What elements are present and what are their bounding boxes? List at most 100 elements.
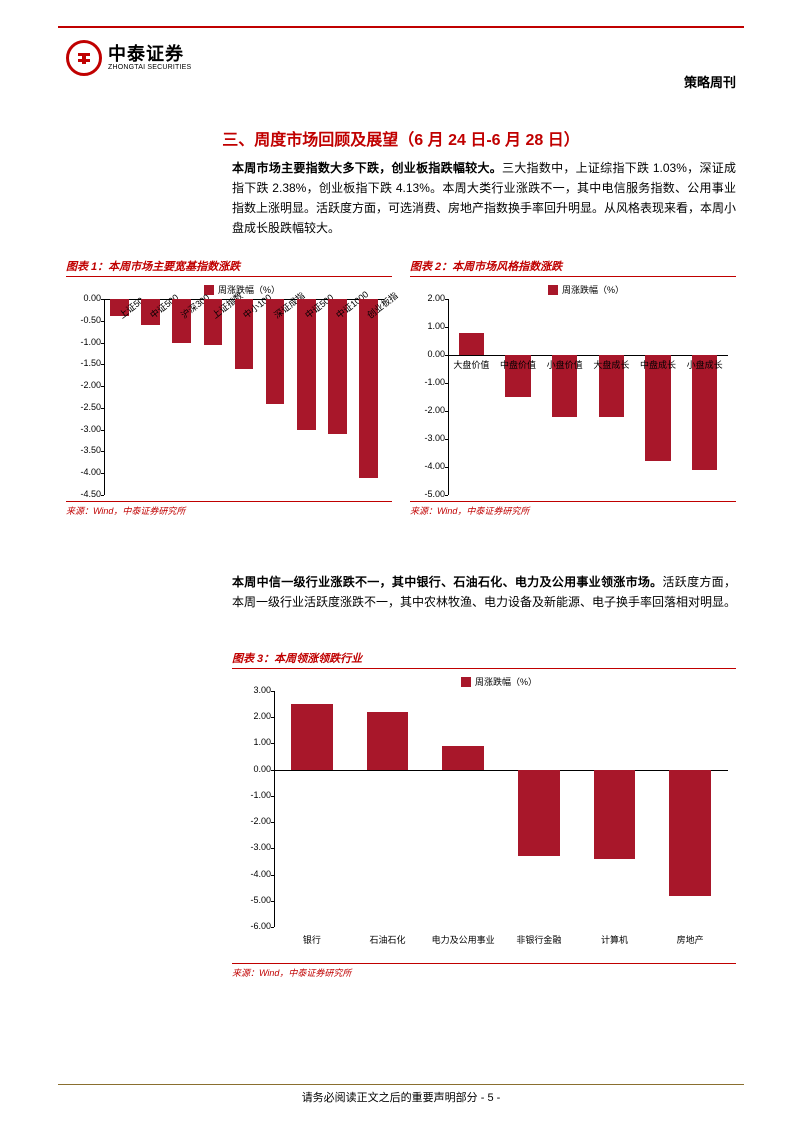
y-tick <box>445 383 448 384</box>
y-tick-label: -2.00 <box>424 405 445 415</box>
legend-label: 周涨跌幅（%） <box>218 283 280 296</box>
category-label: 房地产 <box>652 933 728 946</box>
y-tick-label: -2.50 <box>80 402 101 412</box>
top-border <box>58 26 744 28</box>
y-tick-label: -1.00 <box>424 377 445 387</box>
y-tick-label: 1.00 <box>253 737 271 747</box>
charts-row-1: 图表 1：本周市场主要宽基指数涨跌 周涨跌幅（%） -4.50 -4.00 -3.50… <box>66 258 736 517</box>
chart3-title: 图表 3：本周领涨领跌行业 <box>232 650 736 669</box>
bar <box>291 704 333 770</box>
category-label: 大盘成长 <box>588 358 635 371</box>
para1-bold: 本周市场主要指数大多下跌，创业板指跌幅较大。 <box>232 161 502 175</box>
legend: 周涨跌幅（%） <box>461 675 537 688</box>
category-label: 小盘成长 <box>681 358 728 371</box>
y-tick-label: -1.50 <box>80 358 101 368</box>
category-label: 计算机 <box>577 933 653 946</box>
y-tick-label: -3.00 <box>80 424 101 434</box>
bar <box>367 712 409 770</box>
y-tick-label: -6.00 <box>250 921 271 931</box>
y-tick-label: -2.00 <box>250 816 271 826</box>
legend: 周涨跌幅（%） <box>548 283 624 296</box>
y-tick <box>271 796 274 797</box>
y-tick <box>101 451 104 452</box>
x-axis <box>274 770 728 771</box>
y-tick-label: 3.00 <box>253 685 271 695</box>
y-tick-label: -3.50 <box>80 445 101 455</box>
y-tick-label: -4.50 <box>80 489 101 499</box>
bar <box>594 770 636 859</box>
y-axis <box>104 299 105 495</box>
section-title: 三、周度市场回顾及展望（6 月 24 日-6 月 28 日） <box>0 126 802 150</box>
footer: 请务必阅读正文之后的重要声明部分 - 5 - <box>0 1089 802 1105</box>
category-label: 电力及公用事业 <box>425 933 501 946</box>
page: 中泰证券 ZHONGTAI SECURITIES 策略周刊 三、周度市场回顾及展… <box>0 0 802 1133</box>
logo-icon <box>66 40 102 76</box>
bar <box>669 770 711 896</box>
legend-label: 周涨跌幅（%） <box>475 675 537 688</box>
y-tick <box>445 327 448 328</box>
y-tick <box>101 408 104 409</box>
chart3-source: 来源：Wind，中泰证券研究所 <box>232 963 736 979</box>
logo-text-cn: 中泰证券 <box>108 45 191 64</box>
y-tick <box>101 386 104 387</box>
y-tick-label: -4.00 <box>250 869 271 879</box>
category-label: 银行 <box>274 933 350 946</box>
y-tick-label: -3.00 <box>424 433 445 443</box>
category-label: 中盘价值 <box>495 358 542 371</box>
chart1-source: 来源：Wind，中泰证券研究所 <box>66 501 392 517</box>
y-tick-label: 1.00 <box>427 321 445 331</box>
x-axis <box>448 355 728 356</box>
y-tick <box>101 343 104 344</box>
footer-line <box>58 1084 744 1085</box>
y-tick <box>271 927 274 928</box>
y-tick-label: -0.50 <box>80 315 101 325</box>
y-tick-label: 0.00 <box>253 764 271 774</box>
category-label: 大盘价值 <box>448 358 495 371</box>
chart2-title: 图表 2：本周市场风格指数涨跌 <box>410 258 736 277</box>
bar <box>459 333 485 355</box>
y-tick <box>271 875 274 876</box>
chart1: 周涨跌幅（%） -4.50 -4.00 -3.50 -3.00 -2.50 -2.00 -1.… <box>66 281 392 501</box>
y-tick-label: -4.00 <box>80 467 101 477</box>
logo-block: 中泰证券 ZHONGTAI SECURITIES <box>66 40 191 76</box>
bar <box>518 770 560 857</box>
para2-bold: 本周中信一级行业涨跌不一，其中银行、石油石化、电力及公用事业领涨市场。 <box>232 575 662 589</box>
y-tick <box>271 848 274 849</box>
y-tick-label: 0.00 <box>83 293 101 303</box>
y-tick <box>271 691 274 692</box>
y-tick-label: -3.00 <box>250 842 271 852</box>
y-tick-label: 2.00 <box>253 711 271 721</box>
y-tick <box>101 495 104 496</box>
bar <box>442 746 484 770</box>
y-tick-label: -4.00 <box>424 461 445 471</box>
paragraph-1: 本周市场主要指数大多下跌，创业板指跌幅较大。三大指数中，上证综指下跌 1.03%… <box>232 158 736 238</box>
y-tick <box>445 411 448 412</box>
chart3-box: 图表 3：本周领涨领跌行业 周涨跌幅（%） -6.00 -5.00 -4.00 -3.0… <box>232 650 736 979</box>
y-tick <box>101 430 104 431</box>
category-label: 创业板指 <box>364 289 400 321</box>
category-label: 非银行金融 <box>501 933 577 946</box>
doc-type: 策略周刊 <box>684 72 736 91</box>
y-tick <box>271 717 274 718</box>
bar <box>692 355 718 470</box>
y-tick-label: 2.00 <box>427 293 445 303</box>
y-tick <box>101 364 104 365</box>
logo-text-en: ZHONGTAI SECURITIES <box>108 64 191 71</box>
y-tick <box>101 473 104 474</box>
category-label: 中盘成长 <box>635 358 682 371</box>
paragraph-2: 本周中信一级行业涨跌不一，其中银行、石油石化、电力及公用事业领涨市场。活跃度方面… <box>232 572 736 612</box>
y-tick-label: -1.00 <box>80 337 101 347</box>
bar <box>328 299 347 434</box>
chart1-box: 图表 1：本周市场主要宽基指数涨跌 周涨跌幅（%） -4.50 -4.00 -3.50… <box>66 258 392 517</box>
y-tick <box>445 467 448 468</box>
chart2-source: 来源：Wind，中泰证券研究所 <box>410 501 736 517</box>
y-tick <box>101 321 104 322</box>
y-tick-label: -2.00 <box>80 380 101 390</box>
chart1-title: 图表 1：本周市场主要宽基指数涨跌 <box>66 258 392 277</box>
y-tick <box>445 495 448 496</box>
y-tick-label: -5.00 <box>250 895 271 905</box>
chart2: 周涨跌幅（%）-5.00-4.00-3.00-2.00-1.000.001.00… <box>410 281 736 501</box>
y-tick <box>445 439 448 440</box>
legend-label: 周涨跌幅（%） <box>562 283 624 296</box>
y-tick <box>271 822 274 823</box>
